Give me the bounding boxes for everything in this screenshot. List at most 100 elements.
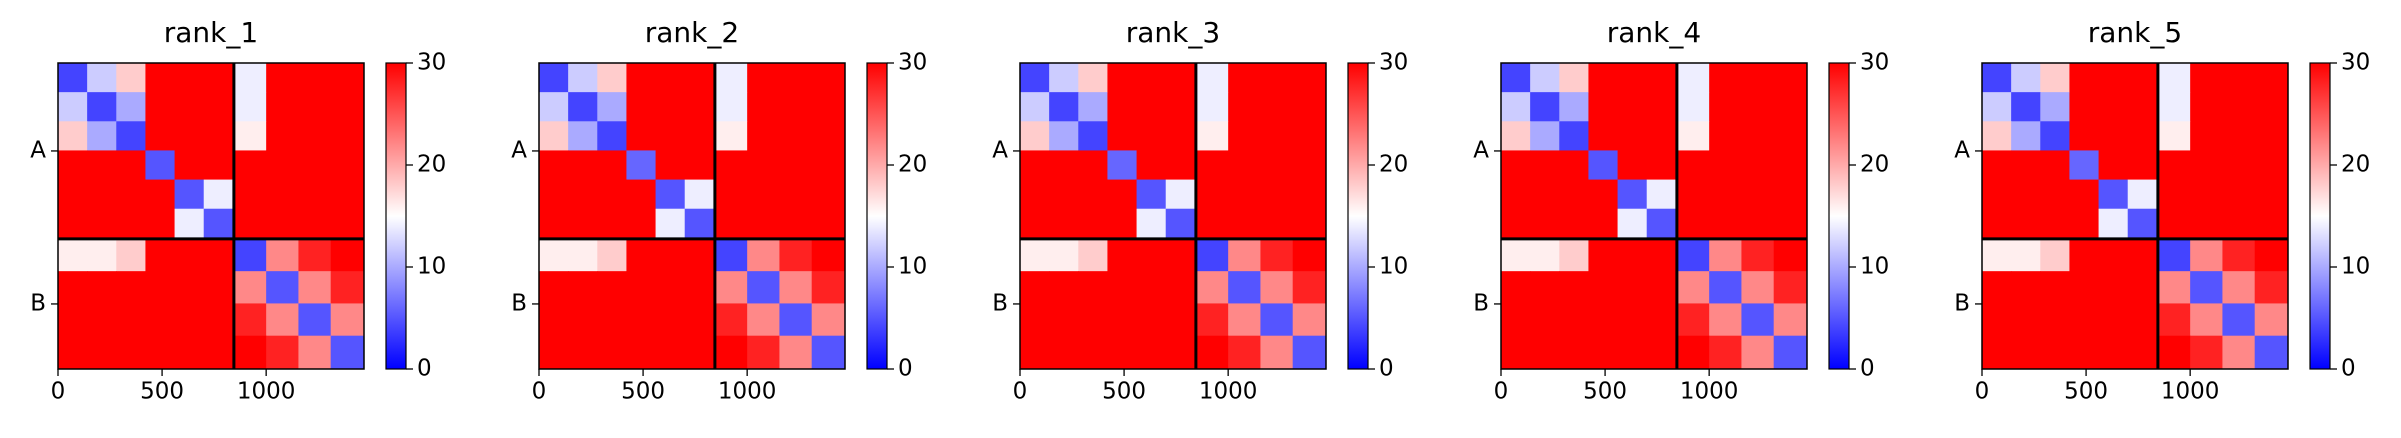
- heatmap-cell: [714, 335, 748, 370]
- heatmap-cell: [330, 303, 365, 337]
- heatmap-cell: [145, 150, 176, 181]
- heatmap-cell: [1020, 121, 1050, 151]
- heatmap-cell: [1049, 208, 1079, 240]
- heatmap-cell: [1646, 238, 1678, 272]
- heatmap-cell: [1049, 121, 1079, 151]
- heatmap-cell: [1646, 150, 1678, 181]
- heatmap-cell: [568, 208, 598, 240]
- heatmap-cell: [266, 150, 299, 181]
- heatmap-cell: [233, 63, 267, 93]
- heatmap-cell: [1501, 92, 1531, 122]
- chart-title: rank_1: [164, 16, 258, 49]
- heatmap-cell: [1501, 238, 1531, 272]
- heatmap-cell: [233, 208, 267, 240]
- heatmap-cell: [1165, 92, 1197, 122]
- heatmap-cell: [58, 208, 88, 240]
- heatmap-cell: [203, 335, 235, 370]
- heatmap-cell: [1501, 335, 1531, 370]
- heatmap-cell: [539, 179, 569, 210]
- x-tick-label: 500: [140, 379, 184, 405]
- heatmap-cell: [2157, 238, 2191, 272]
- axes-frame: [57, 62, 365, 370]
- heatmap-cell: [2098, 92, 2129, 122]
- x-tick-label: 500: [1102, 379, 1146, 405]
- heatmap-cell: [1773, 150, 1808, 181]
- heatmap-cell: [1020, 179, 1050, 210]
- heatmap-cell: [1709, 179, 1742, 210]
- heatmap-cell: [330, 238, 365, 272]
- heatmap-cell: [330, 150, 365, 181]
- heatmap-cell: [2069, 63, 2100, 93]
- heatmap-cell: [684, 121, 716, 151]
- colorbar-tick-label: 20: [417, 152, 446, 178]
- heatmap-cell: [1228, 121, 1261, 151]
- heatmap-cell: [330, 121, 365, 151]
- heatmap-cell: [747, 63, 780, 93]
- heatmap-cell: [684, 238, 716, 272]
- heatmap-cell: [2157, 271, 2191, 304]
- heatmap-cell: [330, 63, 365, 93]
- heatmap-cell: [1195, 335, 1229, 370]
- heatmap-cell: [1530, 63, 1560, 93]
- heatmap-cell: [1292, 150, 1327, 181]
- heatmap-cell: [1020, 303, 1050, 337]
- heatmap-cell: [779, 208, 813, 240]
- y-tick-label: A: [992, 137, 1008, 163]
- heatmap-cell: [1107, 238, 1138, 272]
- heatmap-cell: [2098, 208, 2129, 240]
- heatmap-cell: [1741, 208, 1775, 240]
- heatmap-cell: [626, 208, 657, 240]
- heatmap-cell: [1530, 303, 1560, 337]
- heatmap-cell: [2254, 179, 2289, 210]
- heatmap-cell: [1559, 271, 1589, 304]
- colorbar-tick-label: 10: [1379, 254, 1408, 280]
- heatmap-cell: [714, 121, 748, 151]
- heatmap-cell: [1588, 238, 1619, 272]
- heatmap-cell: [626, 63, 657, 93]
- y-tick-label: B: [30, 290, 46, 316]
- heatmap-cell: [539, 238, 569, 272]
- heatmap-cell: [266, 92, 299, 122]
- heatmap-cell: [1676, 271, 1710, 304]
- heatmap-cell: [1165, 208, 1197, 240]
- heatmap-cell: [1982, 208, 2012, 240]
- heatmap-cell: [1773, 208, 1808, 240]
- heatmap-cell: [2011, 179, 2041, 210]
- heatmap-cell: [1588, 208, 1619, 240]
- x-tick-label: 500: [1583, 379, 1627, 405]
- heatmap-cell: [1588, 63, 1619, 93]
- heatmap-cell: [1260, 92, 1294, 122]
- heatmap-cell: [597, 238, 627, 272]
- heatmap-cell: [1501, 271, 1531, 304]
- heatmap-cell: [330, 271, 365, 304]
- heatmap-cell: [1165, 271, 1197, 304]
- heatmap-cell: [2069, 121, 2100, 151]
- heatmap-cell: [568, 335, 598, 370]
- heatmap-cell: [1292, 179, 1327, 210]
- heatmap-cell: [2011, 63, 2041, 93]
- heatmap-cell: [1982, 63, 2012, 93]
- heatmap-cell: [1260, 271, 1294, 304]
- heatmap-cell: [330, 208, 365, 240]
- heatmap-cell: [1617, 335, 1648, 370]
- heatmap-cell: [1709, 150, 1742, 181]
- heatmap-cell: [1676, 303, 1710, 337]
- heatmap-cell: [174, 335, 205, 370]
- heatmap-cell: [1617, 208, 1648, 240]
- heatmap-cell: [87, 335, 117, 370]
- heatmap-cell: [1049, 92, 1079, 122]
- heatmap-cell: [1292, 63, 1327, 93]
- heatmap-cell: [568, 150, 598, 181]
- heatmap-cell: [539, 63, 569, 93]
- heatmap-cell: [655, 121, 686, 151]
- heatmap-cell: [779, 238, 813, 272]
- y-tick-label: B: [511, 290, 527, 316]
- heatmap-cell: [779, 63, 813, 93]
- heatmap-cell: [2190, 150, 2223, 181]
- heatmap-cell: [2127, 335, 2159, 370]
- heatmap-cell: [1228, 150, 1261, 181]
- x-tick-label: 0: [1494, 379, 1509, 405]
- heatmap-cell: [655, 63, 686, 93]
- heatmap-cell: [1559, 179, 1589, 210]
- heatmap-cell: [626, 238, 657, 272]
